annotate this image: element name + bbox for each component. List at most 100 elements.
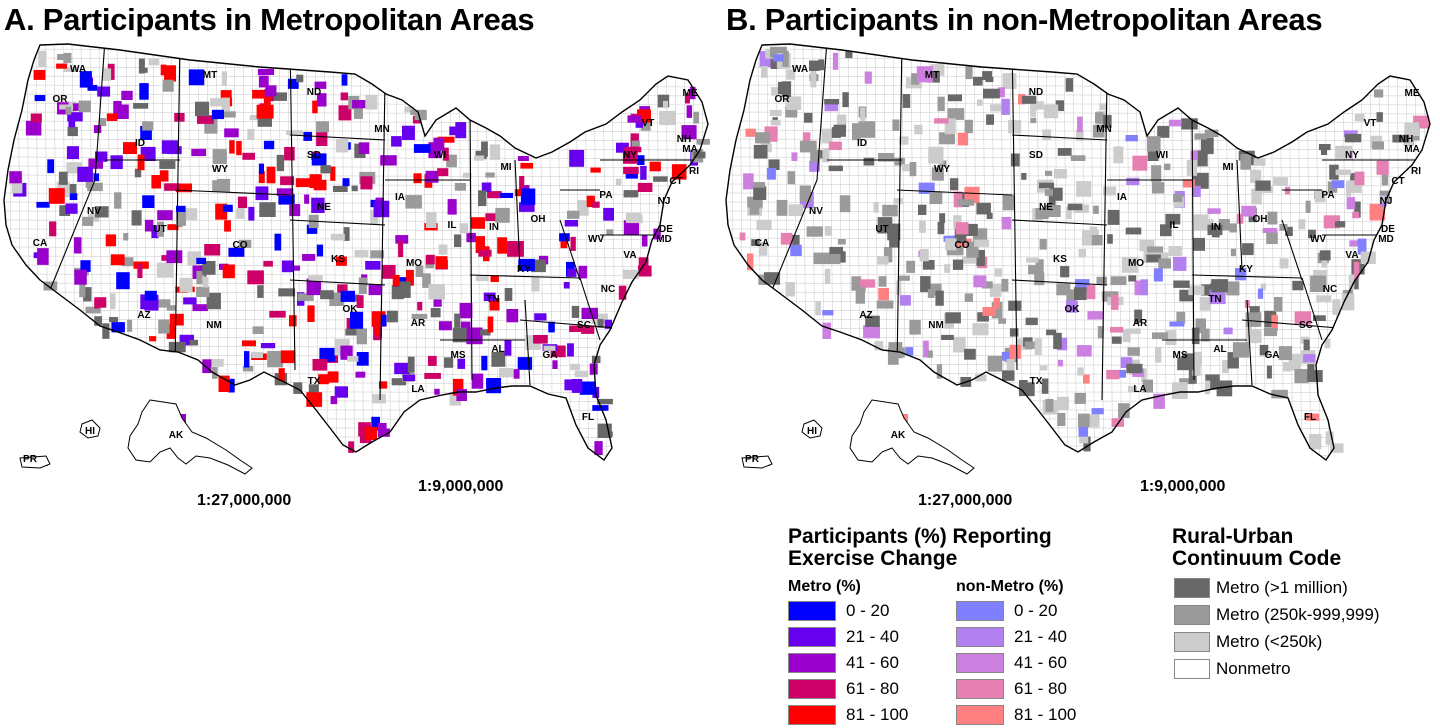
county-cell xyxy=(911,73,920,85)
county-cell xyxy=(425,254,435,265)
county-cell xyxy=(1046,329,1057,336)
county-cell xyxy=(1199,297,1211,311)
county-cell xyxy=(110,293,116,310)
county-cell xyxy=(909,320,921,335)
county-cell xyxy=(1292,280,1304,291)
county-cell xyxy=(768,159,780,170)
county-cell xyxy=(693,111,700,124)
ruc-legend-item: Metro (>1 million) xyxy=(1174,577,1348,599)
county-cell xyxy=(202,359,212,374)
county-cell xyxy=(1204,380,1211,395)
county-cell xyxy=(1332,299,1341,315)
state-label-ks: KS xyxy=(331,254,345,265)
county-cell xyxy=(1030,117,1037,124)
county-cell xyxy=(590,167,601,173)
county-cell xyxy=(581,307,598,319)
county-cell xyxy=(276,154,285,172)
alaska-outline xyxy=(127,399,253,475)
us-outline xyxy=(3,43,709,462)
county-cell xyxy=(878,153,895,162)
county-cell xyxy=(1188,369,1197,384)
nonmetro-legend-item: 61 - 80 xyxy=(956,678,1067,700)
county-cell xyxy=(398,240,404,258)
county-cell xyxy=(402,374,416,381)
county-cell xyxy=(1181,118,1198,130)
county-cell xyxy=(1132,155,1148,171)
state-label-nd: ND xyxy=(1029,87,1043,98)
county-cell xyxy=(87,182,103,192)
county-cell xyxy=(1306,413,1320,421)
county-cell xyxy=(394,362,410,375)
county-cell xyxy=(1249,306,1260,318)
county-cell xyxy=(123,142,137,154)
county-cell xyxy=(1182,353,1194,360)
county-cell xyxy=(313,179,327,191)
county-cell xyxy=(964,293,973,302)
county-cell xyxy=(790,244,802,256)
county-cell xyxy=(1087,311,1104,320)
county-cell xyxy=(274,233,282,251)
county-cell xyxy=(922,260,935,270)
county-cell xyxy=(810,71,817,88)
county-cell xyxy=(571,379,583,393)
county-cell xyxy=(1274,297,1283,312)
county-cell xyxy=(330,166,336,181)
county-cell xyxy=(332,185,348,192)
county-cell xyxy=(219,111,236,118)
county-cell xyxy=(1173,193,1183,203)
county-cell xyxy=(504,288,513,301)
county-cell xyxy=(1279,258,1289,269)
county-cell xyxy=(1074,392,1086,404)
metro-map: WA OR CA NV ID MT WY UT AZ CO NM ND SD NE KS OK TX MN IA MO… xyxy=(3,43,710,475)
county-cell xyxy=(1294,311,1311,325)
county-cell xyxy=(973,275,987,288)
county-cell xyxy=(859,279,876,288)
county-cell xyxy=(1372,141,1384,150)
county-cell xyxy=(1404,122,1420,136)
county-cell xyxy=(928,146,944,164)
county-cell xyxy=(1152,332,1168,340)
county-cell xyxy=(581,325,595,334)
county-cell xyxy=(222,204,233,212)
county-cell xyxy=(123,233,129,241)
county-cell xyxy=(114,104,129,119)
state-label-la: LA xyxy=(1133,384,1146,395)
state-label-de: DE xyxy=(1381,224,1395,235)
county-cell xyxy=(824,226,832,236)
county-cell xyxy=(149,336,157,342)
county-cell xyxy=(563,282,570,289)
county-cell xyxy=(257,117,272,127)
county-cell xyxy=(1066,289,1077,306)
county-cell xyxy=(993,297,1000,309)
county-cell xyxy=(824,103,839,112)
county-cell xyxy=(1146,254,1161,263)
county-cell xyxy=(49,221,57,237)
county-cell xyxy=(159,160,176,169)
state-label-mi: MI xyxy=(1222,162,1233,173)
county-cell xyxy=(1266,232,1278,245)
state-label-il: IL xyxy=(1170,220,1179,231)
state-label-ga: GA xyxy=(1265,350,1280,361)
county-cell xyxy=(166,323,176,339)
county-cell xyxy=(1053,332,1062,350)
county-cell xyxy=(828,141,842,150)
county-cell xyxy=(308,275,323,281)
county-cell xyxy=(224,128,239,138)
county-cell xyxy=(1192,185,1201,197)
county-cell xyxy=(478,190,487,207)
county-cell xyxy=(991,301,1003,319)
county-cell xyxy=(133,103,149,109)
county-cell xyxy=(351,185,358,192)
metro-legend-label: 61 - 80 xyxy=(846,679,899,698)
county-cell xyxy=(1010,153,1020,167)
us-outline xyxy=(725,43,1431,462)
county-cell xyxy=(758,242,768,256)
county-cell xyxy=(263,140,275,150)
county-cell xyxy=(770,59,780,69)
county-cell xyxy=(756,219,772,231)
county-cell xyxy=(1079,436,1089,444)
county-cell xyxy=(947,94,962,102)
county-cell xyxy=(649,161,661,172)
county-cell xyxy=(446,154,457,168)
panel-a-scale-small: 1:27,000,000 xyxy=(197,492,292,509)
